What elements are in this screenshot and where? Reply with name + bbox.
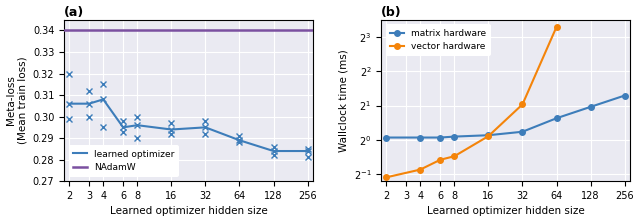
vector hardware <box>553 26 561 28</box>
vector hardware <box>382 176 390 179</box>
Line: learned optimizer: learned optimizer <box>69 99 308 151</box>
matrix hardware <box>621 94 628 97</box>
matrix hardware <box>436 136 444 139</box>
Y-axis label: Wallclock time (ms): Wallclock time (ms) <box>338 49 348 152</box>
matrix hardware <box>587 105 595 108</box>
X-axis label: Learned optimizer hidden size: Learned optimizer hidden size <box>109 206 268 216</box>
matrix hardware <box>553 117 561 120</box>
Line: vector hardware: vector hardware <box>383 24 559 180</box>
X-axis label: Learned optimizer hidden size: Learned optimizer hidden size <box>427 206 584 216</box>
NAdamW <box>31 29 39 32</box>
vector hardware <box>417 168 424 171</box>
Legend: matrix hardware, vector hardware: matrix hardware, vector hardware <box>386 24 490 56</box>
Text: (b): (b) <box>381 6 402 19</box>
Line: matrix hardware: matrix hardware <box>383 93 627 140</box>
learned optimizer <box>202 126 209 129</box>
learned optimizer <box>65 102 73 105</box>
vector hardware <box>518 103 526 106</box>
learned optimizer <box>269 150 277 152</box>
learned optimizer <box>134 124 141 127</box>
Legend: learned optimizer, NAdamW: learned optimizer, NAdamW <box>68 145 179 177</box>
learned optimizer <box>168 128 175 131</box>
NAdamW <box>65 29 73 32</box>
matrix hardware <box>382 136 390 139</box>
matrix hardware <box>417 136 424 139</box>
matrix hardware <box>451 135 458 138</box>
matrix hardware <box>484 134 492 137</box>
learned optimizer <box>236 139 243 142</box>
vector hardware <box>484 135 492 137</box>
learned optimizer <box>119 126 127 129</box>
vector hardware <box>451 155 458 158</box>
Y-axis label: Meta-loss
(Mean train loss): Meta-loss (Mean train loss) <box>6 57 27 144</box>
learned optimizer <box>99 98 107 101</box>
vector hardware <box>436 159 444 161</box>
matrix hardware <box>518 130 526 133</box>
Text: (a): (a) <box>64 6 84 19</box>
learned optimizer <box>304 150 312 152</box>
learned optimizer <box>85 102 93 105</box>
